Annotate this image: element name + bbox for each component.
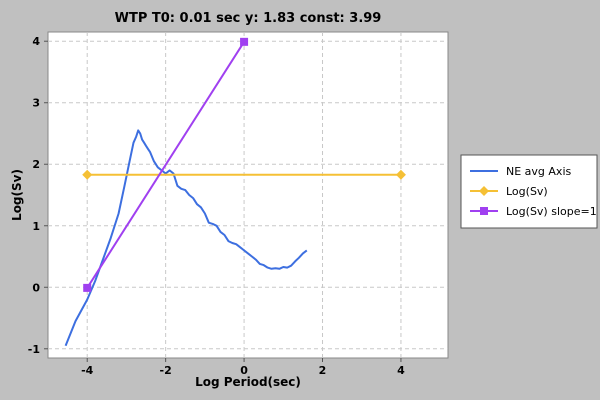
chart-title: WTP T0: 0.01 sec y: 1.83 const: 3.99	[115, 11, 382, 26]
legend-label: NE avg Axis	[506, 165, 571, 178]
square-marker	[240, 37, 249, 46]
series-2	[82, 169, 406, 180]
y-tick-label: 2	[32, 158, 40, 171]
x-tick-label: -4	[81, 364, 94, 377]
legend-label: Log(Sv) slope=1	[506, 205, 597, 218]
x-axis-label: Log Period(sec)	[195, 375, 301, 389]
legend: NE avg Axis Log(Sv) Log(Sv) slope=1	[460, 154, 598, 229]
series-line	[86, 41, 245, 289]
series-3	[83, 37, 249, 292]
y-tick-label: 4	[32, 35, 40, 48]
legend-items: NE avg Axis Log(Sv) Log(Sv) slope=1	[470, 165, 597, 218]
diamond-marker	[395, 169, 406, 180]
tick-labels: -4 -2 0 2 4 -1 0 1 2 3 4	[28, 35, 405, 377]
legend-label: Log(Sv)	[506, 185, 548, 198]
square-marker	[83, 283, 92, 292]
square-marker	[480, 207, 488, 215]
series-line	[64, 129, 308, 347]
y-axis-label: Log(Sv)	[10, 169, 24, 221]
diamond-marker	[479, 186, 489, 196]
diamond-marker	[82, 169, 93, 180]
legend-item: Log(Sv) slope=1	[470, 205, 597, 218]
y-tick-label: 1	[32, 220, 40, 233]
x-tick-label: 4	[397, 364, 405, 377]
legend-item: NE avg Axis	[470, 165, 571, 178]
series-1	[64, 129, 308, 347]
x-tick-label: 2	[319, 364, 327, 377]
legend-item: Log(Sv)	[470, 185, 548, 198]
x-tick-label: -2	[160, 364, 172, 377]
series-layer	[64, 37, 406, 347]
plot-area	[47, 31, 449, 359]
x-tick-label: 0	[240, 364, 248, 377]
y-tick-label: 3	[32, 97, 40, 110]
y-tick-label: 0	[32, 281, 40, 294]
y-tick-label: -1	[28, 343, 40, 356]
